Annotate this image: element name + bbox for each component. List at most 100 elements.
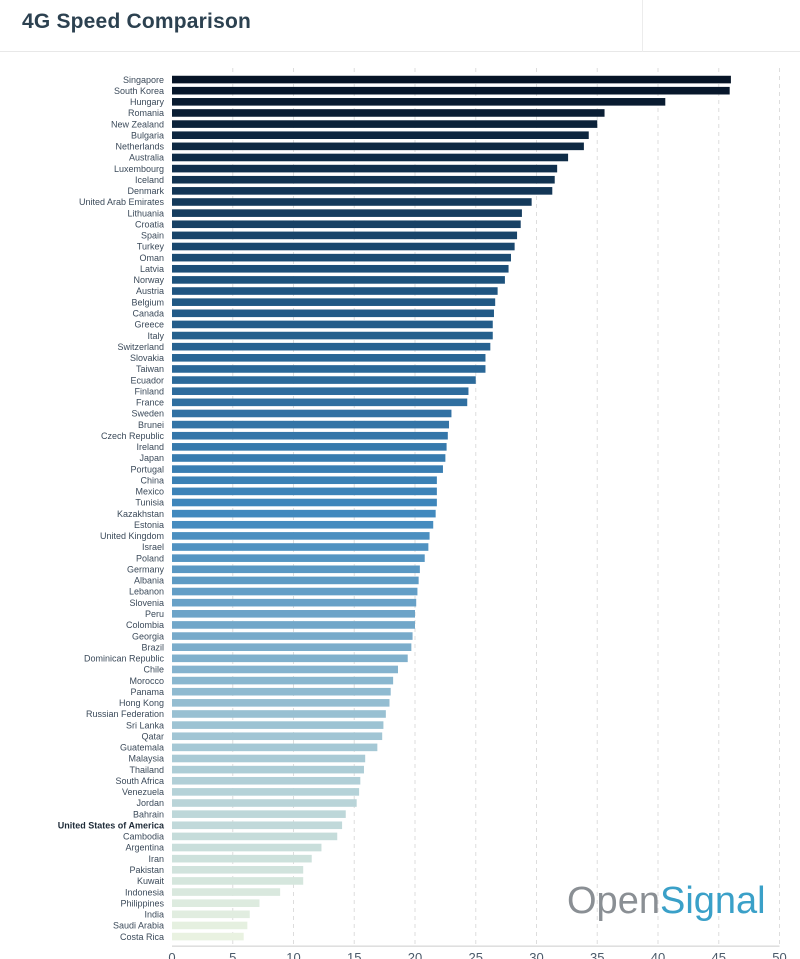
- bar[interactable]: [172, 109, 605, 117]
- bar[interactable]: [172, 610, 415, 618]
- bar[interactable]: [172, 498, 437, 507]
- bar[interactable]: [172, 743, 378, 752]
- bar[interactable]: [172, 576, 419, 585]
- bar[interactable]: [172, 565, 420, 574]
- category-label: Brazil: [141, 642, 164, 652]
- bar[interactable]: [172, 454, 446, 462]
- bar[interactable]: [172, 187, 553, 195]
- category-label: Sweden: [131, 409, 164, 419]
- bar[interactable]: [172, 276, 505, 284]
- bar[interactable]: [172, 520, 434, 529]
- bar[interactable]: [172, 209, 522, 217]
- bar[interactable]: [172, 910, 250, 919]
- bar[interactable]: [172, 142, 584, 151]
- bar[interactable]: [172, 376, 476, 384]
- bar[interactable]: [172, 899, 260, 907]
- category-label: Qatar: [141, 731, 164, 741]
- bar[interactable]: [172, 843, 322, 852]
- bar[interactable]: [172, 175, 555, 184]
- category-label: Colombia: [126, 620, 164, 630]
- bar[interactable]: [172, 476, 437, 485]
- bar[interactable]: [172, 587, 418, 596]
- category-label: Taiwan: [136, 364, 164, 374]
- bar[interactable]: [172, 888, 281, 896]
- bar[interactable]: [172, 865, 304, 874]
- bar[interactable]: [172, 242, 515, 251]
- bar[interactable]: [172, 387, 469, 396]
- x-tick-label: 40: [651, 950, 665, 959]
- bar[interactable]: [172, 699, 390, 707]
- bar[interactable]: [172, 365, 486, 373]
- bar[interactable]: [172, 465, 443, 473]
- bar[interactable]: [172, 164, 558, 173]
- opensignal-logo: OpenSignal: [567, 882, 766, 920]
- bar[interactable]: [172, 721, 384, 729]
- bar[interactable]: [172, 776, 361, 785]
- bar[interactable]: [172, 253, 511, 262]
- x-tick-label: 25: [469, 950, 483, 959]
- bar[interactable]: [172, 932, 244, 941]
- category-label: Lithuania: [127, 208, 164, 218]
- bar[interactable]: [172, 75, 731, 84]
- bar[interactable]: [172, 86, 730, 95]
- category-label: Czech Republic: [101, 431, 165, 441]
- bar[interactable]: [172, 309, 494, 318]
- x-tick-label: 10: [286, 950, 300, 959]
- bar[interactable]: [172, 598, 417, 607]
- category-label: United States of America: [58, 820, 165, 830]
- bar[interactable]: [172, 331, 493, 340]
- bar[interactable]: [172, 120, 598, 128]
- bar[interactable]: [172, 431, 448, 440]
- category-label: Luxembourg: [114, 164, 164, 174]
- category-label: Bulgaria: [131, 130, 164, 140]
- bar[interactable]: [172, 487, 437, 496]
- bar[interactable]: [172, 621, 415, 629]
- bar[interactable]: [172, 532, 430, 540]
- bar[interactable]: [172, 98, 666, 106]
- bar[interactable]: [172, 509, 436, 518]
- bar[interactable]: [172, 298, 496, 306]
- bar[interactable]: [172, 676, 394, 685]
- bar[interactable]: [172, 231, 518, 240]
- category-label: Iran: [148, 854, 164, 864]
- category-label: Slovakia: [130, 353, 164, 363]
- bar[interactable]: [172, 643, 412, 651]
- bar[interactable]: [172, 877, 304, 885]
- bar[interactable]: [172, 354, 486, 362]
- bar[interactable]: [172, 821, 343, 830]
- category-label: Saudi Arabia: [113, 921, 164, 931]
- bar[interactable]: [172, 443, 447, 451]
- bar[interactable]: [172, 765, 364, 774]
- bar[interactable]: [172, 398, 468, 407]
- category-label: Japan: [139, 453, 164, 463]
- category-label: Poland: [136, 553, 164, 563]
- category-label: Estonia: [134, 520, 164, 530]
- bar[interactable]: [172, 131, 589, 140]
- logo-text-signal: Signal: [659, 880, 766, 922]
- bar[interactable]: [172, 832, 338, 841]
- bar[interactable]: [172, 198, 532, 206]
- bar[interactable]: [172, 220, 521, 229]
- bar[interactable]: [172, 732, 383, 741]
- category-label: Slovenia: [129, 598, 164, 608]
- bar[interactable]: [172, 543, 429, 551]
- bar[interactable]: [172, 754, 366, 763]
- bar[interactable]: [172, 799, 357, 807]
- bar[interactable]: [172, 320, 493, 329]
- bar[interactable]: [172, 921, 248, 930]
- bar[interactable]: [172, 788, 360, 796]
- bar[interactable]: [172, 287, 498, 295]
- bar[interactable]: [172, 153, 569, 162]
- bar[interactable]: [172, 665, 398, 674]
- bar[interactable]: [172, 342, 491, 351]
- bar[interactable]: [172, 687, 391, 696]
- bar[interactable]: [172, 710, 386, 718]
- bar[interactable]: [172, 554, 425, 562]
- bar[interactable]: [172, 264, 509, 273]
- bar[interactable]: [172, 810, 346, 818]
- bar[interactable]: [172, 420, 450, 429]
- bar[interactable]: [172, 854, 312, 863]
- bar[interactable]: [172, 632, 413, 640]
- bar[interactable]: [172, 654, 408, 663]
- bar[interactable]: [172, 409, 452, 418]
